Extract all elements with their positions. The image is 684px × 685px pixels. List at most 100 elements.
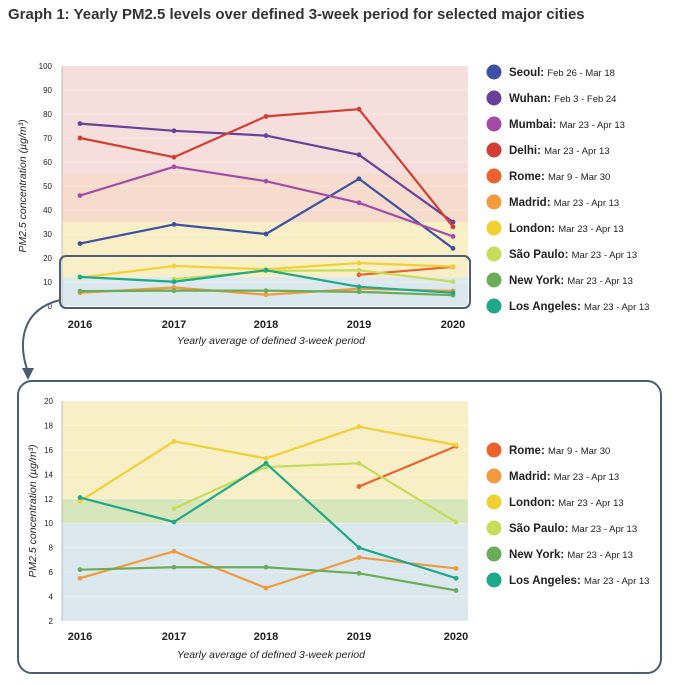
- legend-swatch-sao-paulo: [486, 520, 502, 536]
- data-point-los-angeles: [77, 495, 83, 500]
- legend-name: Madrid:: [509, 197, 554, 209]
- data-point-rome: [356, 272, 362, 278]
- legend-range: Feb 26 - Mar 18: [547, 68, 615, 79]
- data-point-madrid: [77, 575, 83, 581]
- data-point-new-york: [77, 567, 83, 573]
- data-point-seoul: [171, 222, 177, 227]
- legend-range: Mar 23 - Apr 13: [584, 576, 649, 587]
- legend-swatch-delhi: [486, 142, 502, 158]
- data-point-mumbai: [171, 164, 177, 170]
- data-point-london: [263, 456, 269, 461]
- data-point-london: [450, 264, 456, 270]
- legend-name: London:: [509, 223, 558, 235]
- zoom-arrow-head: [22, 368, 34, 380]
- data-point-london: [356, 424, 362, 430]
- legend-name: Mumbai:: [509, 119, 559, 131]
- data-point-los-angeles: [356, 284, 362, 290]
- legend-swatch-madrid: [486, 468, 502, 484]
- legend-entry-wuhan: Wuhan: Feb 3 - Feb 24: [509, 93, 616, 105]
- data-point-seoul: [77, 241, 83, 247]
- data-point-seoul: [263, 231, 269, 237]
- legend-swatch-london: [486, 220, 502, 236]
- y-tick-label: 70: [43, 134, 52, 143]
- legend-range: Mar 23 - Apr 13: [572, 524, 637, 535]
- legend-entry-los-angeles: Los Angeles: Mar 23 - Apr 13: [509, 301, 649, 313]
- legend-range: Mar 23 - Apr 13: [567, 550, 632, 561]
- legend-swatch-mumbai: [486, 116, 502, 132]
- data-point-delhi: [263, 114, 269, 119]
- y-axis-label: PM2.5 concentration (µg/m³): [27, 444, 39, 577]
- data-point-los-angeles: [171, 519, 177, 525]
- data-point-rome: [356, 484, 362, 489]
- x-tick-label: 2020: [444, 631, 468, 643]
- y-tick-label: 90: [43, 86, 52, 95]
- legend-swatch-new-york: [486, 546, 502, 562]
- data-point-london: [356, 260, 362, 266]
- legend-swatch-seoul: [486, 64, 502, 80]
- data-point-seoul: [356, 176, 362, 182]
- legend-range: Feb 3 - Feb 24: [554, 94, 616, 105]
- legend-swatch-los-angeles: [486, 298, 502, 314]
- band: [62, 498, 468, 524]
- detail-panel-frame: [17, 380, 662, 674]
- legend-name: Los Angeles:: [509, 575, 584, 587]
- data-point-mumbai: [356, 200, 362, 206]
- data-point-sao-paulo: [356, 460, 362, 466]
- legend-entry-london: London: Mar 23 - Apr 13: [509, 223, 624, 235]
- legend-range: Mar 23 - Apr 13: [558, 224, 623, 235]
- data-point-mumbai: [263, 178, 269, 184]
- y-tick-label: 20: [44, 397, 53, 406]
- y-tick-label: 14: [44, 470, 53, 479]
- data-point-sao-paulo: [171, 506, 177, 511]
- data-point-wuhan: [356, 152, 362, 158]
- data-point-wuhan: [171, 128, 177, 134]
- data-point-london: [171, 438, 177, 444]
- legend-entry-delhi: Delhi: Mar 23 - Apr 13: [509, 145, 610, 157]
- data-point-new-york: [263, 288, 269, 294]
- data-point-madrid: [263, 585, 269, 591]
- y-tick-label: 30: [43, 230, 52, 239]
- legend-range: Mar 9 - Mar 30: [548, 172, 610, 183]
- data-point-madrid: [453, 566, 459, 571]
- legend-range: Mar 23 - Apr 13: [554, 472, 619, 483]
- legend-name: São Paulo:: [509, 249, 572, 261]
- data-point-london: [453, 442, 459, 448]
- legend-range: Mar 23 - Apr 13: [558, 498, 623, 509]
- y-tick-label: 18: [44, 421, 53, 430]
- legend-range: Mar 23 - Apr 13: [584, 302, 649, 313]
- data-point-london: [77, 498, 83, 504]
- x-tick-label: 2019: [347, 631, 371, 643]
- y-tick-label: 0: [48, 302, 53, 311]
- data-point-seoul: [450, 246, 456, 251]
- chart-low-range-detail: 2 4 6 8 10 12 14 16 18 20 2016 2017 2018 2019 2020 Year…: [27, 397, 649, 661]
- y-tick-label: 8: [49, 544, 54, 553]
- legend-entry-los-angeles: Los Angeles: Mar 23 - Apr 13: [509, 575, 649, 587]
- chart-all-cities: 0 10 20 30 40 50 60 70 80 90 100 2016 2017 2018 2019 20…: [17, 62, 649, 347]
- x-tick-label: 2018: [254, 319, 278, 331]
- legend-name: Madrid:: [509, 471, 554, 483]
- x-tick-label: 2016: [68, 319, 92, 331]
- legend-swatch-wuhan: [486, 90, 502, 106]
- band: [62, 66, 468, 174]
- data-point-los-angeles: [263, 460, 269, 466]
- y-tick-label: 10: [44, 519, 53, 528]
- legend-entry-sao-paulo: São Paulo: Mar 23 - Apr 13: [509, 523, 637, 535]
- data-point-new-york: [356, 289, 362, 295]
- series-line-sao-paulo: [173, 462, 457, 523]
- data-point-london: [171, 263, 177, 269]
- legend-entry-madrid: Madrid: Mar 23 - Apr 13: [509, 471, 619, 483]
- series-line-rome: [358, 445, 457, 488]
- data-point-sao-paulo: [450, 279, 456, 285]
- legend-entry-london: London: Mar 23 - Apr 13: [509, 497, 624, 509]
- data-point-mumbai: [77, 193, 83, 199]
- legend-range: Mar 23 - Apr 13: [554, 198, 619, 209]
- legend-name: London:: [509, 497, 558, 509]
- zoom-highlight-box: [59, 255, 471, 309]
- x-tick-label: 2017: [162, 319, 186, 331]
- data-point-los-angeles: [450, 290, 456, 296]
- legend-range: Mar 9 - Mar 30: [548, 446, 610, 457]
- y-tick-label: 10: [43, 278, 52, 287]
- data-point-madrid: [356, 555, 362, 560]
- legend-entry-madrid: Madrid: Mar 23 - Apr 13: [509, 197, 619, 209]
